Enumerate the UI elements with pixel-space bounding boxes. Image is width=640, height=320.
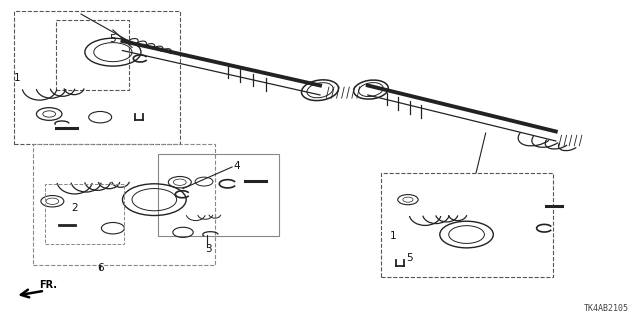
FancyArrowPatch shape	[21, 290, 42, 297]
Text: 5: 5	[109, 35, 116, 44]
Text: 6: 6	[97, 263, 104, 273]
Text: TK4AB2105: TK4AB2105	[584, 304, 629, 313]
Text: 3: 3	[205, 244, 212, 254]
Bar	[381, 173, 552, 277]
Text: 1: 1	[390, 231, 397, 241]
Text: FR.: FR.	[40, 280, 58, 290]
Bar	[157, 154, 278, 236]
Text: 1: 1	[14, 73, 20, 83]
Text: 5: 5	[406, 253, 413, 263]
Bar	[56, 20, 129, 90]
Text: 2: 2	[71, 203, 78, 212]
Bar	[45, 184, 124, 244]
Bar	[14, 11, 180, 144]
Bar	[33, 144, 215, 265]
Text: 4: 4	[234, 161, 241, 171]
